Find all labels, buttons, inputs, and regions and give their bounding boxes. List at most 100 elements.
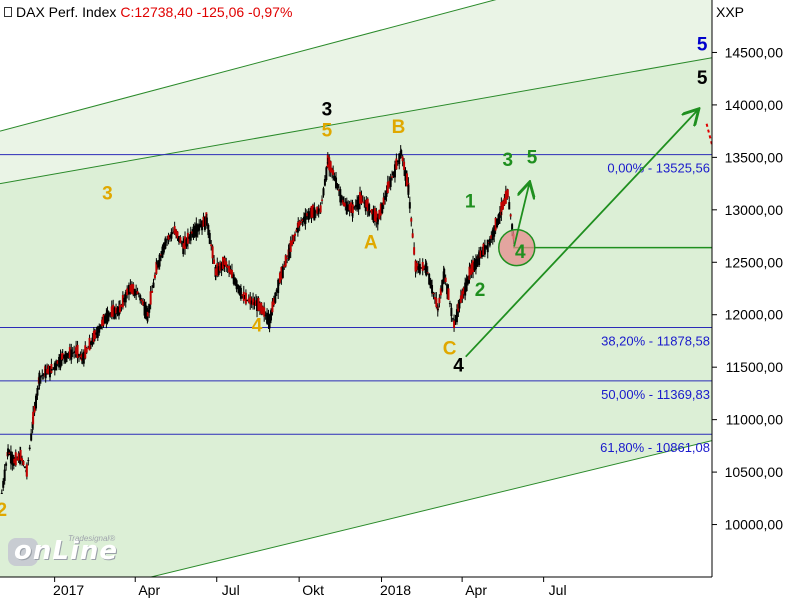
- price-bar-body: [491, 229, 494, 241]
- price-bar-body: [170, 232, 173, 239]
- price-bar-body: [109, 313, 112, 315]
- price-bar-body: [116, 308, 119, 315]
- wave-label: 3: [322, 99, 333, 120]
- instrument-icon[interactable]: [4, 7, 12, 17]
- red-dashed-segment: [705, 123, 713, 146]
- price-bar-body: [357, 196, 360, 210]
- price-bar-body: [301, 219, 304, 222]
- price-bar-body: [208, 232, 211, 244]
- price-bar-body: [17, 453, 20, 461]
- price-bar-body: [461, 290, 464, 299]
- price-bar-body: [207, 224, 210, 236]
- price-bar-body: [148, 303, 151, 313]
- price-bar-body: [490, 235, 493, 239]
- price-bar-body: [75, 346, 78, 355]
- price-bar-body: [401, 156, 404, 162]
- price-bar-body: [46, 369, 49, 374]
- wave-label: C: [443, 339, 457, 360]
- price-bar-body: [195, 223, 198, 237]
- price-bar-body: [120, 304, 123, 307]
- price-bar-body: [420, 267, 423, 269]
- wave-label: 2: [475, 280, 486, 301]
- y-tick-label: 10000,00: [725, 517, 784, 533]
- price-bar-body: [450, 307, 453, 317]
- price-bar-body: [166, 239, 169, 241]
- price-bar-body: [472, 260, 475, 273]
- price-bar-body: [481, 250, 484, 257]
- price-bar-body: [264, 314, 267, 316]
- price-bar-body: [133, 288, 136, 296]
- price-bar-body: [263, 307, 266, 317]
- price-bar-body: [302, 216, 305, 223]
- price-bar-body: [5, 463, 8, 466]
- price-bar-body: [413, 247, 416, 255]
- price-bar-body: [173, 226, 176, 234]
- price-bar-body: [366, 198, 369, 212]
- price-bar-body: [130, 283, 133, 294]
- price-bar-body: [347, 204, 350, 212]
- price-bar-body: [82, 351, 85, 364]
- price-bar-body: [70, 349, 73, 360]
- price-bar-body: [25, 464, 28, 477]
- price-bar-body: [337, 189, 340, 191]
- price-bar-body: [41, 374, 44, 377]
- price-bar-body: [11, 454, 14, 465]
- wave-label: 5: [322, 120, 333, 141]
- price-bar-body: [458, 301, 461, 309]
- price-bar-body: [351, 204, 354, 214]
- wave-label: 3: [503, 150, 514, 171]
- price-bar-body: [219, 262, 222, 271]
- price-bar-body: [476, 256, 479, 267]
- price-bar-body: [73, 351, 76, 353]
- price-bar-body: [313, 207, 316, 221]
- price-bar-body: [329, 161, 332, 173]
- price-bar-body: [393, 164, 396, 178]
- price-bar-body: [344, 203, 347, 207]
- price-bar-body: [331, 168, 334, 173]
- price-bar-body: [322, 188, 325, 196]
- price-bar-body: [168, 235, 171, 237]
- price-bar-body: [155, 264, 158, 270]
- price-bar-body: [58, 356, 61, 368]
- price-bar-body: [482, 243, 485, 255]
- forecast-arrow: [465, 110, 698, 358]
- price-bar-body: [2, 480, 5, 488]
- price-bar-body: [67, 353, 70, 356]
- y-tick-label: 13500,00: [725, 149, 784, 165]
- price-bar-body: [325, 167, 328, 180]
- price-bar-body: [353, 207, 356, 209]
- price-bar-body: [179, 237, 182, 244]
- price-bar-body: [319, 205, 322, 213]
- y-tick-label: 14500,00: [725, 44, 784, 60]
- price-bar-body: [454, 319, 457, 321]
- y-tick-label: 10500,00: [725, 464, 784, 480]
- price-bar-body: [184, 236, 187, 249]
- price-bar-body: [28, 447, 31, 449]
- price-bar-body: [289, 240, 292, 252]
- price-bar-body: [228, 265, 231, 273]
- price-bar-body: [483, 245, 486, 255]
- wave-label: 3: [102, 183, 113, 204]
- price-bar-body: [455, 309, 458, 323]
- price-bar-body: [373, 208, 376, 222]
- price-bar-body: [232, 274, 235, 284]
- logo-small-text: Tradesignal®: [68, 534, 116, 543]
- price-bar-body: [201, 220, 204, 231]
- price-bar-body: [345, 201, 348, 215]
- price-bar-body: [311, 204, 314, 218]
- price-bar-body: [418, 263, 421, 274]
- price-bar-body: [246, 300, 249, 302]
- price-bar-body: [332, 170, 335, 175]
- price-bar-body: [388, 180, 391, 188]
- price-bar-body: [270, 310, 273, 321]
- price-bar-body: [42, 373, 45, 375]
- price-bar-body: [119, 304, 122, 313]
- price-bar-body: [382, 197, 385, 205]
- price-bar-body: [188, 236, 191, 239]
- price-bar-body: [38, 372, 41, 386]
- price-bar-body: [321, 199, 324, 201]
- price-bar-body: [139, 295, 142, 301]
- price-bar-body: [56, 360, 59, 364]
- price-bar-body: [30, 433, 33, 441]
- price-bar-body: [297, 222, 300, 228]
